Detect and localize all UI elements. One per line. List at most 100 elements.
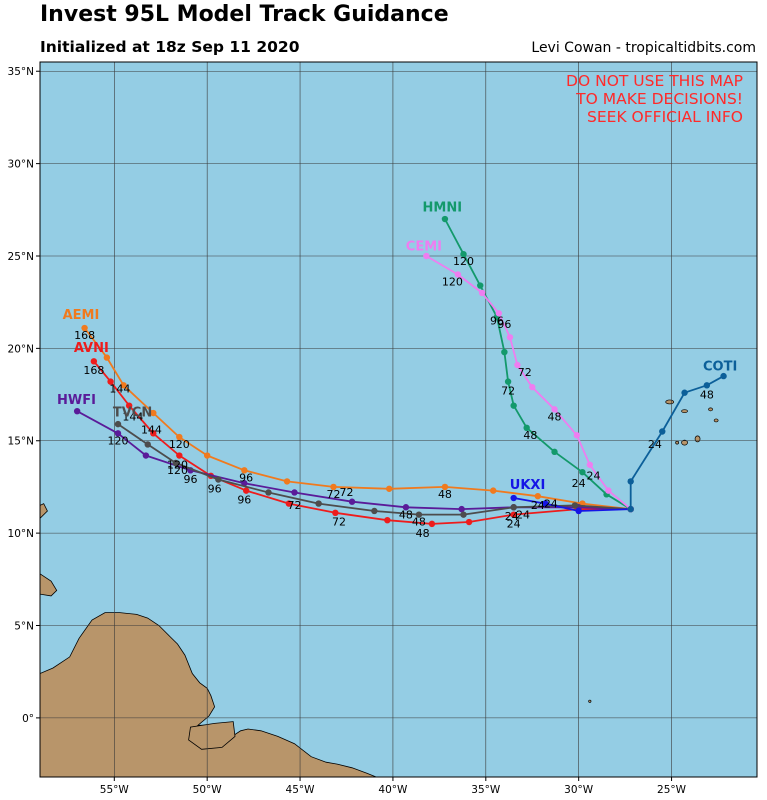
y-tick-label: 25°N bbox=[8, 251, 34, 263]
avni-track-point bbox=[125, 402, 133, 409]
avni-track-point bbox=[176, 452, 183, 459]
y-tick-label: 10°N bbox=[8, 528, 34, 540]
hwfi-track-point bbox=[142, 452, 150, 459]
island bbox=[713, 418, 719, 423]
tvcn-track-point bbox=[415, 511, 423, 518]
aemi-track-point bbox=[330, 483, 337, 491]
x-tick-label: 55°W bbox=[100, 784, 130, 796]
avni-hour-label: 120 bbox=[167, 458, 188, 471]
aemi-track-point bbox=[176, 433, 183, 441]
tvcn-hour-label: 96 bbox=[208, 482, 222, 495]
tvcn-track-line bbox=[117, 423, 631, 516]
ukxi-track-point bbox=[575, 507, 582, 515]
cemi-track-point bbox=[514, 361, 521, 369]
aemi-track-point bbox=[283, 478, 291, 485]
tvcn-hour-label: 24 bbox=[505, 510, 519, 523]
coti-hour-label: 48 bbox=[700, 388, 714, 401]
cemi-track-point bbox=[529, 383, 536, 391]
coti-track-point bbox=[703, 382, 711, 389]
hwfi-track-point bbox=[348, 498, 356, 505]
aemi-model-label: AEMI bbox=[63, 308, 100, 323]
aemi-track-point bbox=[203, 452, 211, 459]
hwfi-track-point bbox=[458, 505, 465, 513]
hmni-hour-label: 24 bbox=[587, 470, 601, 483]
hwfi-hour-label: 24 bbox=[516, 508, 530, 521]
y-tick-label: 20°N bbox=[8, 343, 34, 355]
coti-track-point bbox=[681, 389, 688, 396]
cemi-track-point bbox=[573, 432, 581, 439]
land-polygon bbox=[188, 721, 236, 750]
map-title: Invest 95L Model Track Guidance bbox=[40, 2, 449, 27]
tvcn-track-point bbox=[215, 476, 222, 483]
warning-text-line: TO MAKE DECISIONS! bbox=[575, 90, 743, 108]
hmni-hour-label: 96 bbox=[497, 318, 511, 331]
tvcn-track-point bbox=[265, 489, 272, 496]
warning-text-line: DO NOT USE THIS MAP bbox=[566, 72, 743, 90]
land-polygon bbox=[40, 503, 48, 519]
cemi-hour-label: 48 bbox=[548, 410, 562, 423]
warning-text-line: SEEK OFFICIAL INFO bbox=[587, 108, 743, 126]
hwfi-track-point bbox=[291, 489, 298, 496]
tvcn-track-point bbox=[371, 507, 378, 515]
credit-text: Levi Cowan - tropicaltidbits.com bbox=[531, 40, 756, 56]
hwfi-model-label: HWFI bbox=[57, 393, 96, 408]
hmni-track-point bbox=[523, 424, 530, 432]
avni-track-point bbox=[384, 516, 391, 524]
ukxi-track-line bbox=[513, 497, 631, 512]
hmni-model-label: HMNI bbox=[423, 201, 463, 216]
avni-hour-label: 48 bbox=[416, 527, 430, 540]
tvcn-hour-label: 120 bbox=[167, 464, 188, 477]
hmni-track-point bbox=[504, 378, 512, 385]
hwfi-track-point bbox=[241, 480, 248, 487]
island bbox=[588, 699, 592, 703]
island bbox=[675, 440, 679, 445]
coti-track-point bbox=[627, 478, 634, 485]
hmni-track-point bbox=[510, 402, 517, 409]
y-tick-label: 15°N bbox=[8, 436, 34, 448]
hmni-track-point bbox=[501, 348, 508, 356]
island bbox=[681, 409, 688, 414]
cemi-track-point bbox=[586, 461, 594, 468]
ukxi-track-point bbox=[542, 500, 549, 507]
y-tick-label: 0° bbox=[22, 713, 34, 725]
avni-track-point bbox=[465, 518, 473, 526]
aemi-hour-label: 144 bbox=[109, 383, 130, 396]
hmni-track-point bbox=[579, 468, 586, 476]
avni-track-point bbox=[332, 509, 339, 517]
coti-track-point bbox=[659, 428, 666, 435]
x-tick-label: 50°W bbox=[193, 784, 223, 796]
island bbox=[681, 439, 688, 446]
init-time-subtitle: Initialized at 18z Sep 11 2020 bbox=[40, 38, 300, 56]
cemi-track-point bbox=[423, 252, 430, 260]
aemi-hour-label: 72 bbox=[326, 488, 340, 501]
cemi-track-point bbox=[506, 334, 514, 341]
cemi-track-point bbox=[551, 406, 558, 413]
aemi-track-point bbox=[81, 324, 88, 332]
cemi-track-point bbox=[478, 289, 486, 297]
tvcn-track-point bbox=[114, 420, 122, 428]
cemi-track-point bbox=[495, 310, 503, 317]
cemi-hour-label: 120 bbox=[442, 276, 463, 289]
hmni-hour-label: 48 bbox=[523, 429, 537, 442]
cemi-track-point bbox=[605, 487, 612, 494]
hmni-track-point bbox=[477, 282, 484, 289]
coti-hour-label: 24 bbox=[648, 438, 662, 451]
hwfi-track-point bbox=[73, 407, 81, 415]
cemi-track-line bbox=[425, 255, 632, 510]
map-frame bbox=[39, 61, 758, 778]
avni-hour-label: 96 bbox=[237, 494, 251, 507]
aemi-track-point bbox=[241, 467, 248, 474]
y-tick-label: 35°N bbox=[8, 66, 34, 78]
x-tick-label: 25°W bbox=[657, 784, 687, 796]
cemi-track-point bbox=[454, 271, 462, 278]
tvcn-hour-label: 48 bbox=[412, 516, 426, 529]
aemi-track-point bbox=[103, 354, 111, 361]
avni-hour-label: 144 bbox=[122, 410, 143, 423]
island bbox=[694, 435, 701, 443]
aemi-track-point bbox=[441, 483, 449, 491]
hmni-track-point bbox=[551, 448, 558, 456]
hmni-hour-label: 120 bbox=[453, 255, 474, 268]
tvcn-track-point bbox=[315, 500, 322, 507]
coti-track-point bbox=[720, 372, 727, 380]
